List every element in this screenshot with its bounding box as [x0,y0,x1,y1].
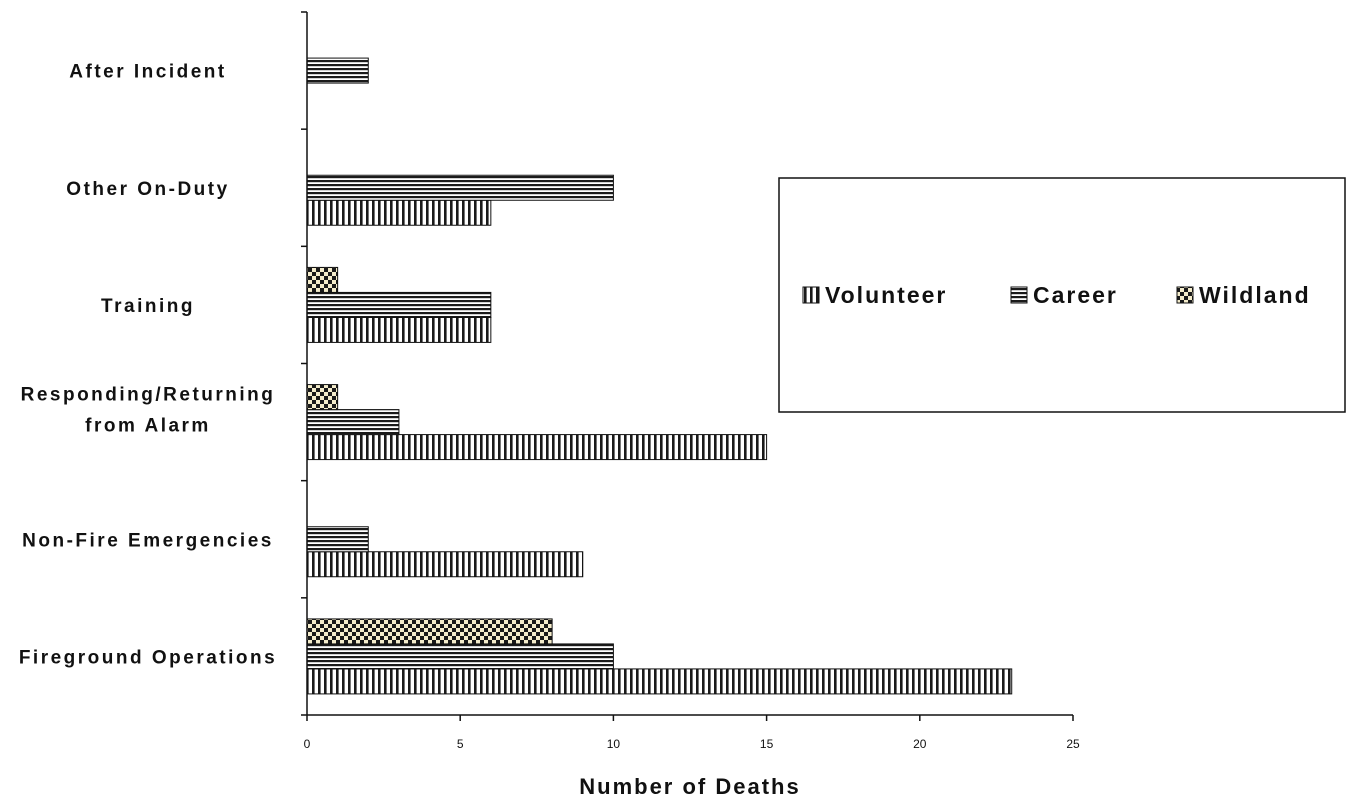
category-label-0: After Incident [69,62,226,83]
bar-volunteer-3 [306,434,768,461]
bar-wildland-3 [306,384,339,411]
bar-volunteer-1 [306,199,492,226]
legend-swatch-wildland [1176,286,1194,304]
x-tick-label-5: 25 [1066,737,1080,751]
bar-volunteer-2 [306,316,492,343]
bar-career-2 [306,291,492,318]
bar-career-1 [306,174,614,201]
legend-label-career: Career [1033,282,1118,308]
x-tick-label-1: 5 [457,737,464,751]
legend-box [778,177,1346,413]
legend: Volunteer Career Wildland [778,177,1346,413]
x-tick-label-4: 20 [913,737,927,751]
legend-label-wildland: Wildland [1199,282,1311,308]
bar-career-4 [306,526,369,553]
bar-wildland-5 [306,618,553,645]
x-tick-label-2: 10 [607,737,621,751]
bar-wildland-2 [306,266,339,293]
bar-career-0 [306,57,369,84]
category-label-4: Non-Fire Emergencies [22,530,274,551]
bars-layer [306,57,1013,695]
x-tick-label-0: 0 [304,737,311,751]
legend-label-volunteer: Volunteer [825,282,947,308]
category-label-3-line-1: from Alarm [85,416,211,437]
category-label-5: Fireground Operations [19,647,277,668]
category-label-1: Other On-Duty [66,179,229,200]
axes-layer [301,11,1074,721]
legend-swatch-volunteer [802,286,820,304]
x-axis-title: Number of Deaths [579,774,800,799]
bar-career-3 [306,409,400,436]
bar-career-5 [306,643,614,670]
bar-volunteer-5 [306,668,1013,695]
category-label-2: Training [101,296,195,317]
bar-volunteer-4 [306,551,584,578]
labels-layer: After Incident Other On-Duty Training Respo… [19,62,1080,799]
category-label-3-line-0: Responding/Returning [21,385,276,406]
x-tick-label-3: 15 [760,737,774,751]
legend-swatch-career [1010,286,1028,304]
